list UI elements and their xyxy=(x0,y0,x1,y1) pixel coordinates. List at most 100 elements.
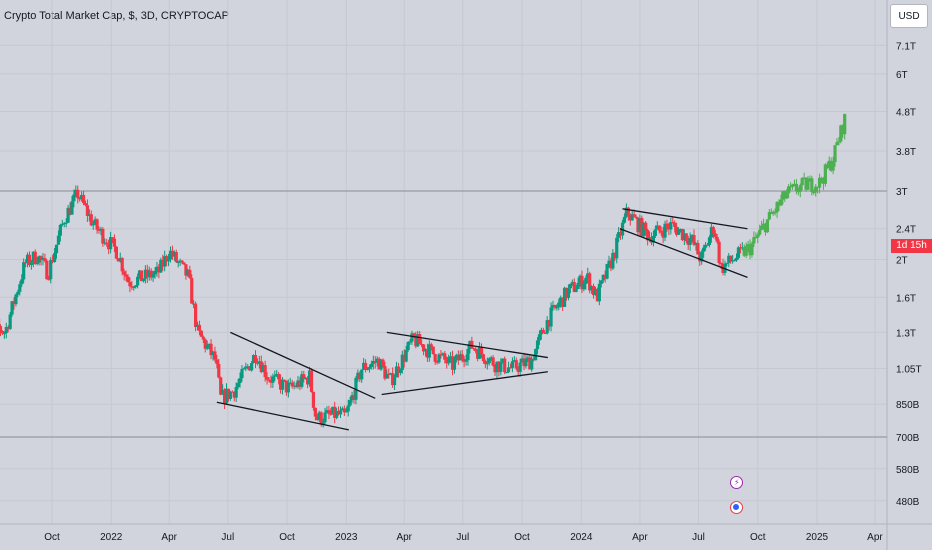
candle-body xyxy=(547,320,551,327)
candle-body xyxy=(804,177,808,190)
candle-body xyxy=(58,224,62,236)
candle-body xyxy=(265,377,269,380)
candle-body xyxy=(66,207,70,223)
candle-body xyxy=(165,256,169,262)
candle-body xyxy=(251,355,256,364)
candle-body xyxy=(421,344,426,352)
candle-body xyxy=(821,181,826,184)
candle-body xyxy=(416,334,420,347)
candle-body xyxy=(236,383,240,388)
candle-body xyxy=(418,334,422,345)
candle-body xyxy=(669,222,673,230)
candle-body xyxy=(101,228,105,244)
candle-body xyxy=(456,354,460,361)
candle-body xyxy=(462,359,466,362)
candle-body xyxy=(182,262,186,265)
candle-body xyxy=(126,276,130,283)
x-tick-label: Oct xyxy=(514,532,530,543)
candle-body xyxy=(51,260,55,263)
candle-body xyxy=(197,324,202,331)
candle-body xyxy=(99,228,103,231)
candle-body xyxy=(335,410,339,418)
candle-body xyxy=(306,377,310,385)
candle-body xyxy=(234,387,238,398)
candle-body xyxy=(338,410,343,415)
candle-body xyxy=(684,233,688,241)
candle-body xyxy=(124,274,128,277)
candle-body xyxy=(114,246,118,259)
candle-body xyxy=(752,237,756,244)
candle-body xyxy=(404,350,408,362)
candle-body xyxy=(703,244,708,248)
candle-body xyxy=(155,266,159,271)
candle-body xyxy=(676,229,681,235)
candle-body xyxy=(549,307,553,327)
candle-body xyxy=(682,233,686,241)
candle-body xyxy=(545,320,549,334)
candle-body xyxy=(81,194,86,204)
candle-body xyxy=(300,374,304,387)
currency-button[interactable]: USD xyxy=(890,4,928,28)
candle-body xyxy=(700,251,704,262)
candle-body xyxy=(707,237,712,245)
candle-body xyxy=(740,247,744,249)
candle-body xyxy=(732,260,737,262)
candle-body xyxy=(470,340,474,349)
candle-body xyxy=(344,411,348,413)
candle-body xyxy=(622,216,627,223)
candle-body xyxy=(588,273,592,291)
candle-body xyxy=(157,266,161,273)
candle-body xyxy=(823,164,827,184)
candle-body xyxy=(139,270,144,282)
candle-body xyxy=(439,354,443,356)
candle-body xyxy=(692,235,696,245)
x-tick-label: 2023 xyxy=(335,532,358,543)
candle-body xyxy=(385,373,389,379)
candle-body xyxy=(141,278,146,282)
candle-body xyxy=(553,305,557,308)
candle-body xyxy=(452,359,457,370)
lightning-event-icon[interactable]: ⚡ xyxy=(730,476,743,489)
candle-body xyxy=(336,410,341,415)
candle-body xyxy=(391,373,395,386)
candle-body xyxy=(535,340,540,350)
candle-body xyxy=(578,275,582,283)
candle-body xyxy=(518,362,522,372)
candle-body xyxy=(381,359,385,367)
candle-body xyxy=(207,343,211,346)
candle-body xyxy=(808,178,812,182)
trendline xyxy=(622,208,748,230)
candle-body xyxy=(673,222,677,227)
candle-body xyxy=(221,389,225,395)
candle-body xyxy=(383,366,387,379)
us-flag-event-icon[interactable] xyxy=(730,501,743,514)
candle-body xyxy=(89,214,93,226)
candle-body xyxy=(570,282,574,284)
candle-body xyxy=(329,413,333,415)
candle-body xyxy=(209,343,213,356)
candle-body xyxy=(696,243,700,255)
candle-body xyxy=(25,254,30,264)
candle-body xyxy=(472,348,476,350)
candle-body xyxy=(634,216,638,218)
candle-body xyxy=(371,360,375,364)
candle-body xyxy=(781,191,785,200)
candle-body xyxy=(408,341,412,343)
candle-body xyxy=(14,294,18,305)
candle-body xyxy=(389,373,393,375)
candle-body xyxy=(309,370,314,392)
candle-body xyxy=(506,367,511,373)
candle-body xyxy=(93,219,97,225)
candle-body xyxy=(445,359,449,364)
candle-body xyxy=(829,160,833,171)
candle-body xyxy=(294,385,298,387)
candle-body xyxy=(487,358,491,364)
y-tick-label: 1.05T xyxy=(896,364,922,375)
candle-body xyxy=(315,416,319,421)
candle-body xyxy=(35,262,39,264)
candle-body xyxy=(713,233,717,238)
candle-body xyxy=(729,255,733,262)
candle-body xyxy=(412,333,416,337)
candle-body xyxy=(213,351,217,360)
